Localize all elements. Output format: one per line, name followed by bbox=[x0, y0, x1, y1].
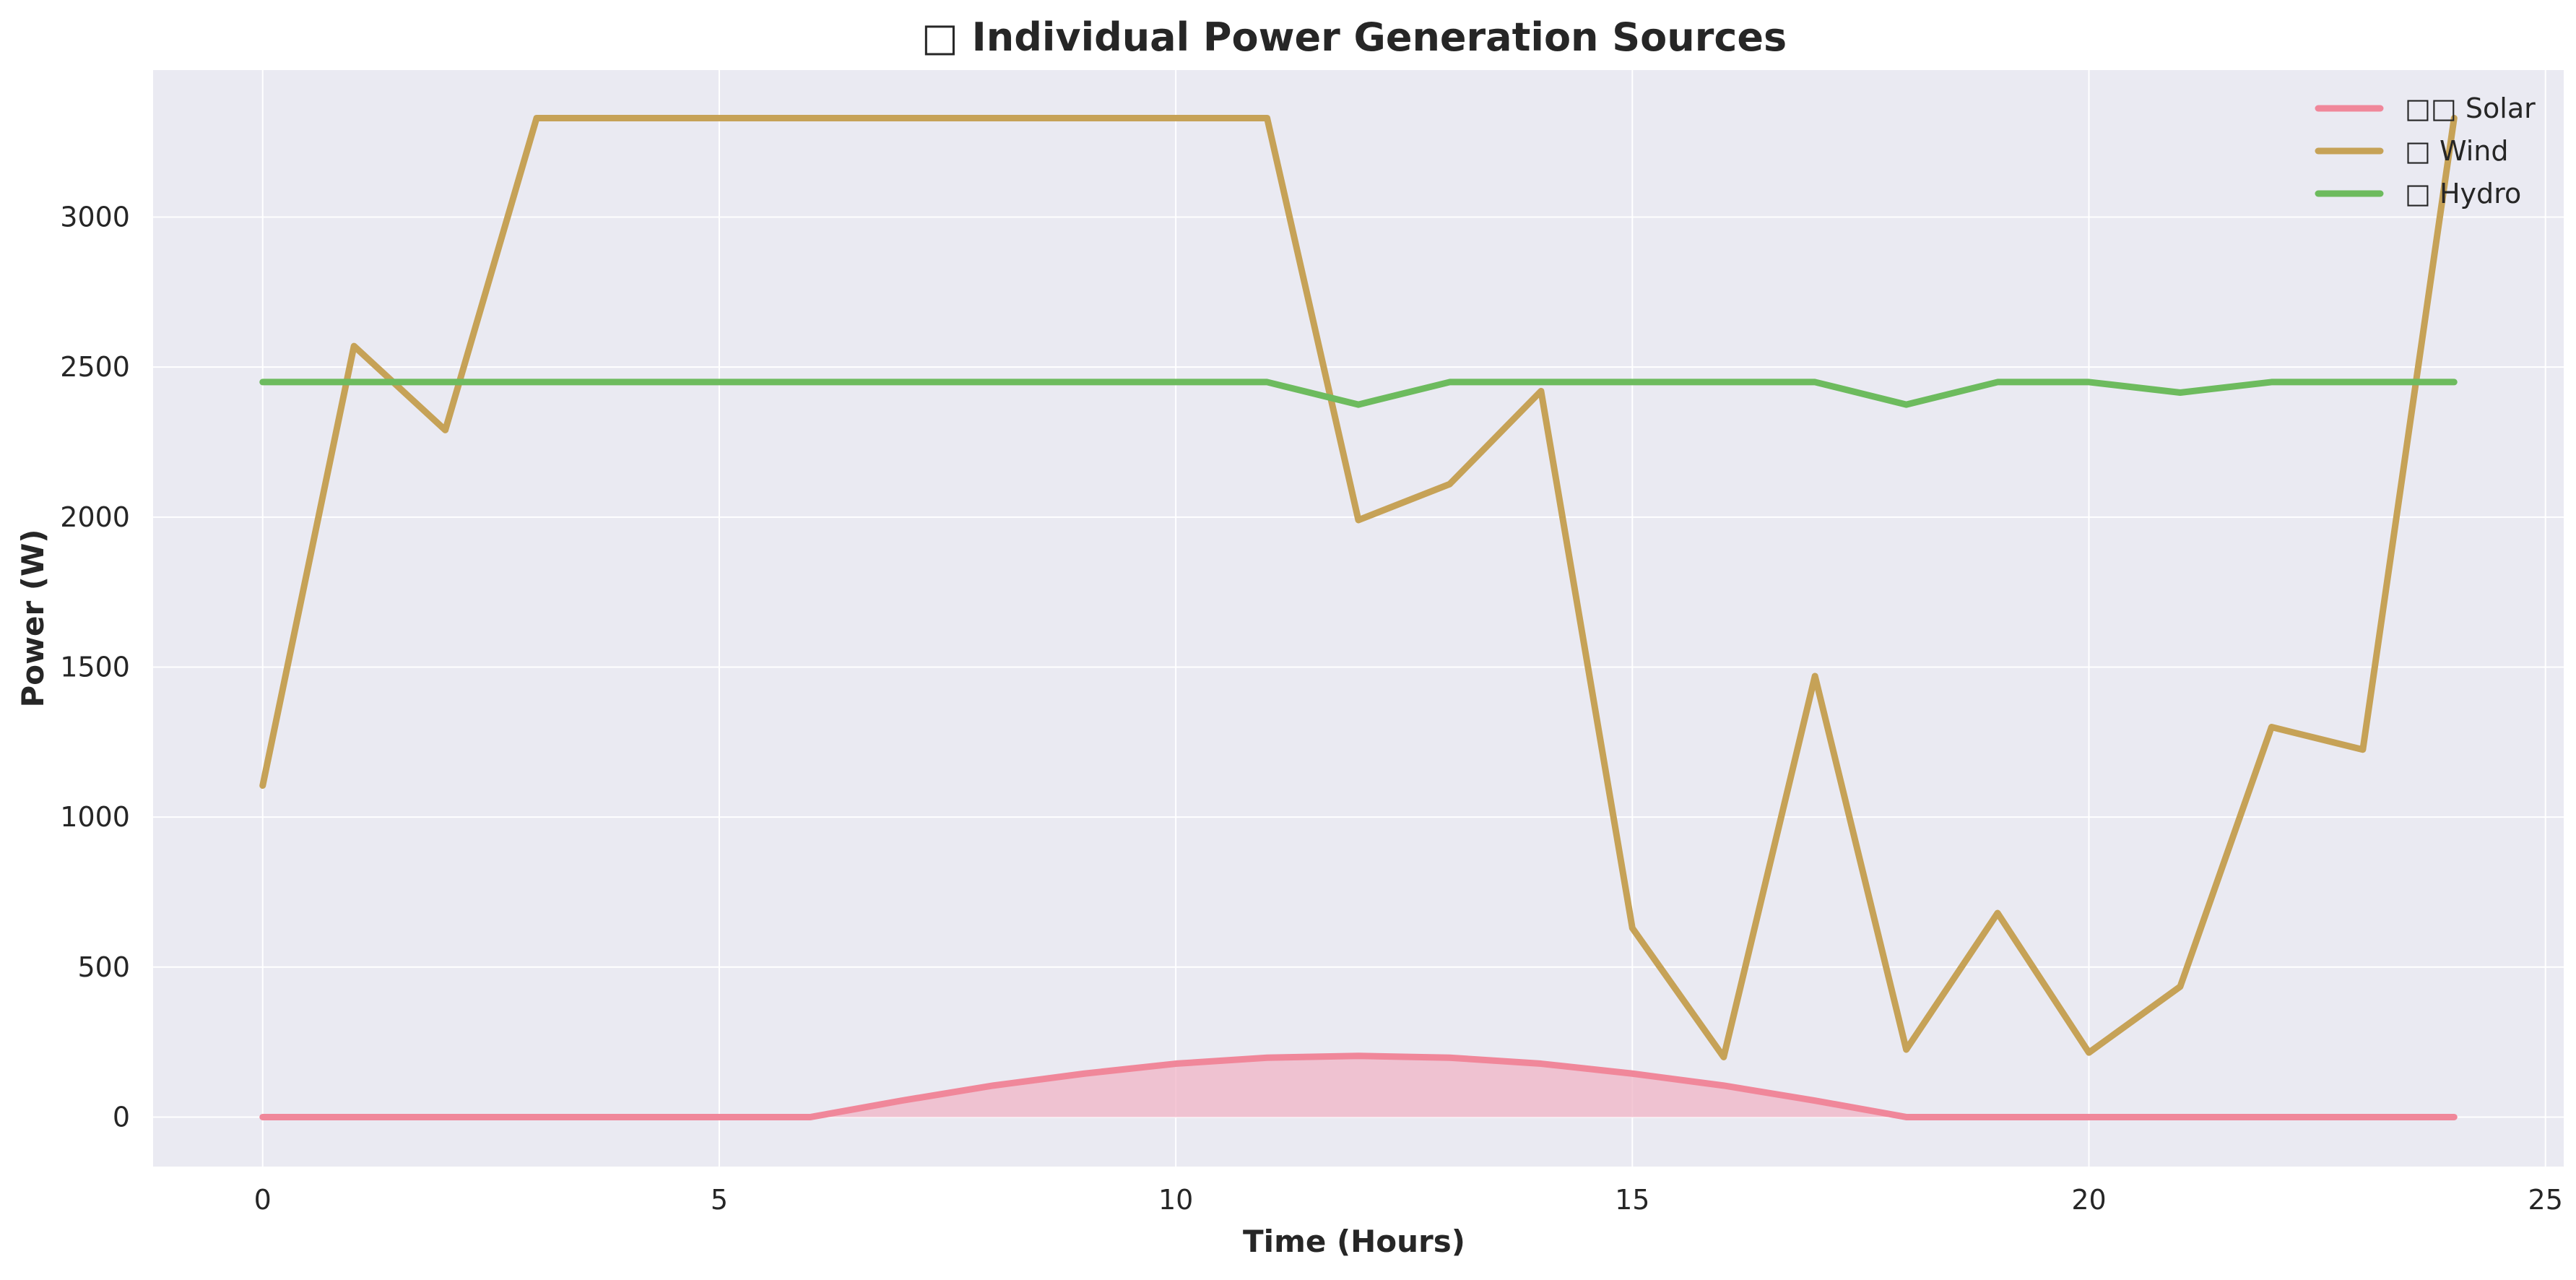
y-tick-label: 2000 bbox=[60, 501, 130, 533]
y-tick-label: 2500 bbox=[60, 351, 130, 383]
x-tick-label: 5 bbox=[711, 1184, 728, 1216]
hydro-series-line bbox=[259, 379, 2458, 408]
x-axis-title: Time (Hours) bbox=[1243, 1224, 1465, 1259]
x-axis-ticks: 0 5 10 15 20 25 bbox=[254, 1184, 2563, 1216]
fill-layer bbox=[262, 1055, 2455, 1117]
plot-area bbox=[153, 70, 2564, 1167]
series-layer bbox=[259, 114, 2458, 1120]
y-tick-label: 3000 bbox=[60, 202, 130, 233]
x-tick-label: 25 bbox=[2528, 1184, 2563, 1216]
solar-area-fill bbox=[262, 1055, 2455, 1117]
solar-series-line bbox=[259, 1052, 2458, 1120]
y-tick-label: 1000 bbox=[60, 801, 130, 833]
y-axis-ticks: 0 500 1000 1500 2000 2500 3000 bbox=[60, 202, 130, 1133]
chart-title: □ Individual Power Generation Sources bbox=[921, 14, 1787, 60]
legend-label-wind: □ Wind bbox=[2405, 135, 2508, 167]
legend: □□ Solar □ Wind □ Hydro bbox=[2315, 92, 2536, 209]
y-tick-label: 500 bbox=[77, 951, 130, 983]
x-tick-label: 10 bbox=[1158, 1184, 1193, 1216]
x-tick-label: 0 bbox=[254, 1184, 272, 1216]
x-tick-label: 15 bbox=[1615, 1184, 1649, 1216]
legend-label-solar: □□ Solar bbox=[2405, 92, 2536, 124]
y-tick-label: 0 bbox=[113, 1101, 130, 1133]
legend-label-hydro: □ Hydro bbox=[2405, 178, 2521, 209]
y-tick-label: 1500 bbox=[60, 651, 130, 683]
wind-series-line bbox=[259, 114, 2458, 1060]
x-tick-label: 20 bbox=[2071, 1184, 2106, 1216]
y-axis-title: Power (W) bbox=[15, 529, 51, 708]
